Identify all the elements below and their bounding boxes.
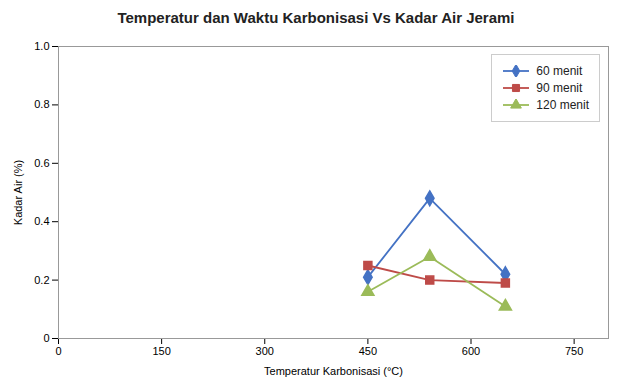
svg-text:0.6: 0.6 bbox=[34, 157, 49, 169]
html-text:60 menit: 60 menit bbox=[536, 64, 583, 78]
svg-text:1.0: 1.0 bbox=[34, 40, 49, 52]
svg-text:Temperatur Karbonisasi (°C): Temperatur Karbonisasi (°C) bbox=[264, 365, 403, 377]
html-text:90 menit: 90 menit bbox=[536, 81, 583, 95]
svg-text:0: 0 bbox=[55, 345, 61, 357]
html-text:Temperatur dan Waktu Karbonisa: Temperatur dan Waktu Karbonisasi Vs Kada… bbox=[117, 9, 515, 26]
svg-text:450: 450 bbox=[359, 345, 377, 357]
svg-text:300: 300 bbox=[256, 345, 274, 357]
svg-text:0.8: 0.8 bbox=[34, 98, 49, 110]
svg-text:0: 0 bbox=[43, 332, 49, 344]
svg-text:0.4: 0.4 bbox=[34, 215, 49, 227]
svg-text:150: 150 bbox=[152, 345, 170, 357]
svg-text:0.2: 0.2 bbox=[34, 274, 49, 286]
svg-text:750: 750 bbox=[565, 345, 583, 357]
html-text:120 menit: 120 menit bbox=[536, 98, 589, 112]
svg-text:Kadar Air (%): Kadar Air (%) bbox=[12, 160, 24, 225]
svg-text:600: 600 bbox=[462, 345, 480, 357]
